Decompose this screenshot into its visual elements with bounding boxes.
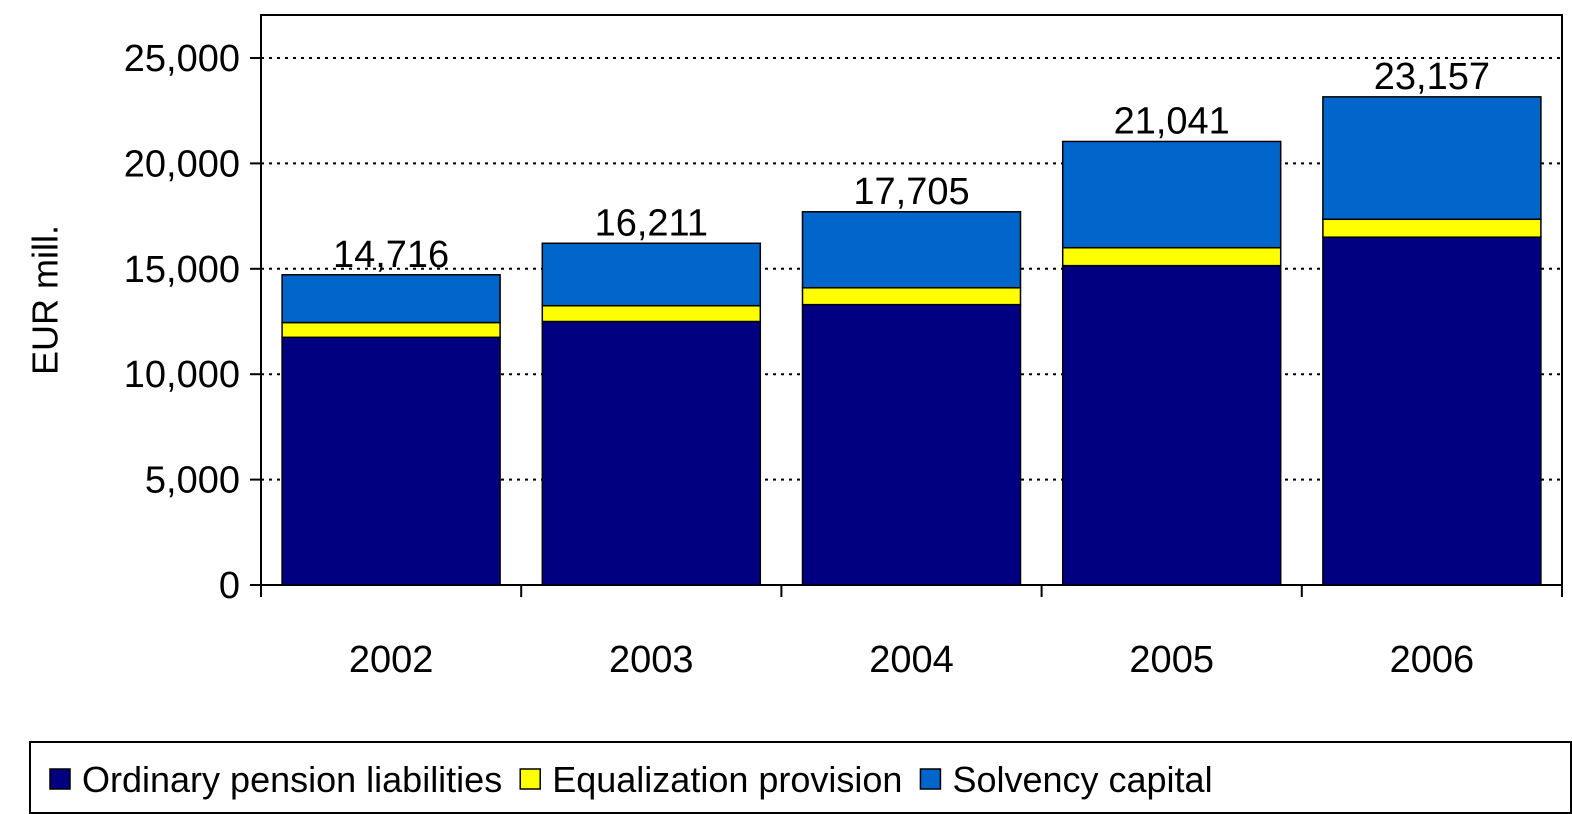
legend-label: Equalization provision <box>552 759 902 800</box>
bar-segment <box>541 304 762 323</box>
total-label: 14,716 <box>333 234 449 276</box>
y-tick-label: 0 <box>219 565 240 607</box>
y-axis-title: EUR mill. <box>25 225 66 375</box>
legend-swatch <box>919 768 942 790</box>
bar-segment <box>1061 264 1282 586</box>
y-tick-label: 25,000 <box>124 38 240 80</box>
x-tick-label: 2005 <box>1129 639 1214 681</box>
bar-segment <box>281 274 501 324</box>
bar-segment <box>801 287 1022 306</box>
x-tick-label: 2003 <box>609 639 694 681</box>
x-tick-label: 2004 <box>869 639 954 681</box>
bar-segment <box>541 320 762 586</box>
total-label: 16,211 <box>595 202 708 244</box>
bar-segment <box>541 242 762 307</box>
y-tick-label: 10,000 <box>124 354 240 396</box>
x-tick-label: 2002 <box>349 639 434 681</box>
bar-segment <box>1061 140 1282 249</box>
legend-label: Solvency capital <box>952 759 1212 800</box>
bar-segment <box>1322 96 1542 221</box>
legend-swatch <box>519 768 541 790</box>
total-label: 23,157 <box>1374 56 1490 98</box>
y-tick-label: 20,000 <box>124 143 240 185</box>
bar-segment <box>1322 236 1542 586</box>
legend-label: Ordinary pension liabilities <box>82 759 502 800</box>
y-tick-label: 15,000 <box>124 249 240 291</box>
bar-segment <box>1061 246 1282 267</box>
legend-box <box>29 741 1572 814</box>
x-tick-label: 2006 <box>1390 639 1475 681</box>
bar-segment <box>801 211 1022 289</box>
bar-segment <box>281 336 501 586</box>
bar-segment <box>1322 218 1542 238</box>
legend-swatch <box>49 768 71 790</box>
y-tick-label: 5,000 <box>145 460 240 502</box>
total-label: 21,041 <box>1114 100 1230 142</box>
bar-segment <box>281 321 501 339</box>
total-label: 17,705 <box>853 171 969 213</box>
bar-segment <box>801 303 1022 586</box>
